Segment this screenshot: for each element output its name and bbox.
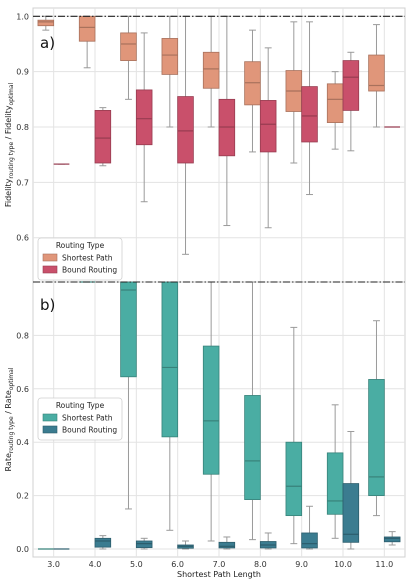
legend: Routing Type Shortest Path Bound Routing <box>37 237 123 281</box>
box-shortest-path <box>285 441 303 517</box>
legend-entry: Shortest Path <box>62 414 113 423</box>
y-axis-label-part: Rate <box>4 453 13 471</box>
box-shortest-path <box>120 281 137 378</box>
legend-entry: Bound Routing <box>62 426 117 435</box>
legend: Routing Type Shortest Path Bound Routing <box>37 397 123 441</box>
box-bound-routing <box>135 540 153 549</box>
legend-swatch <box>42 413 58 422</box>
box-shortest-path <box>244 395 261 500</box>
box-bound-routing <box>301 532 318 549</box>
y-axis-label-part: optimal <box>8 367 15 390</box>
box-shortest-path <box>161 38 179 75</box>
x-tick-label: 6.0 <box>171 560 184 569</box>
box-bound-routing <box>301 86 318 143</box>
y-axis-label-part: / Rate <box>4 390 13 416</box>
legend-swatch <box>42 265 58 274</box>
y-tick-label: 0.4 <box>16 438 29 447</box>
y-axis-label-part: routing type <box>8 416 15 453</box>
box-bound-routing <box>259 100 277 153</box>
y-tick-label: 0.6 <box>16 234 29 243</box>
x-tick-label: 11.0 <box>375 560 393 569</box>
box-shortest-path <box>202 51 220 89</box>
x-axis-label: Shortest Path Length <box>177 570 261 579</box>
box-shortest-path <box>161 281 179 438</box>
x-tick-label: 9.0 <box>295 560 308 569</box>
y-axis-label: Fidelityrouting type / Fidelityoptimal <box>4 82 15 207</box>
box-shortest-path <box>326 452 344 515</box>
legend-frame <box>37 237 123 281</box>
y-tick-label: 0.0 <box>16 545 29 554</box>
box-shortest-path <box>326 83 344 123</box>
chart-panel-fidelity: 0.6 0.7 0.8 0.9 1.0 a) Fidelityrouting type / … <box>4 7 406 283</box>
legend-title: Routing Type <box>56 241 105 250</box>
box-shortest-path <box>78 15 96 42</box>
x-tick-label: 3.0 <box>47 560 60 569</box>
y-axis-label-part: Fidelity <box>4 178 13 207</box>
box-shortest-path <box>120 32 137 61</box>
box-bound-routing <box>383 536 401 543</box>
x-tick-label: 5.0 <box>130 560 143 569</box>
box-shortest-path <box>368 54 385 92</box>
y-tick-label: 0.9 <box>16 68 29 77</box>
x-tick-label: 8.0 <box>254 560 267 569</box>
legend-frame <box>37 397 123 441</box>
y-axis-label-part: / Fidelity <box>4 105 13 142</box>
box-bound-routing <box>342 483 360 543</box>
box-bound-routing <box>218 541 236 549</box>
y-axis-label-part: routing type <box>8 142 15 179</box>
box-bound-routing <box>135 89 153 146</box>
x-tick-label: 7.0 <box>213 560 226 569</box>
y-axis-label: Raterouting type / Rateoptimal <box>4 367 15 471</box>
panel-label: a) <box>40 34 55 52</box>
legend-entry: Shortest Path <box>62 254 113 263</box>
legend-swatch <box>42 425 58 434</box>
legend-swatch <box>42 253 58 262</box>
y-tick-label: 0.8 <box>16 331 29 340</box>
box-shortest-path <box>37 19 55 27</box>
legend-title: Routing Type <box>56 401 105 410</box>
y-tick-label: 0.2 <box>16 492 29 501</box>
x-tick-label: 4.0 <box>89 560 102 569</box>
y-axis-label-part: optimal <box>8 82 15 105</box>
y-tick-label: 1.0 <box>16 12 29 21</box>
box-bound-routing <box>94 537 112 548</box>
x-tick-label: 10.0 <box>334 560 352 569</box>
y-tick-label: 0.8 <box>16 123 29 132</box>
legend-entry: Bound Routing <box>62 266 117 275</box>
box-bound-routing <box>94 110 112 164</box>
chart-panel-rate: 0.0 0.2 0.4 0.6 0.8 3.0 4.0 5.0 6.0 7.0 8.0 9.0 10.0… <box>4 281 406 579</box>
y-tick-label: 0.6 <box>16 385 29 394</box>
box-shortest-path <box>202 345 220 475</box>
box-bound-routing <box>342 60 360 111</box>
panel-label: b) <box>40 296 55 314</box>
y-tick-label: 0.7 <box>16 178 29 187</box>
box-shortest-path <box>368 379 385 496</box>
box-bound-routing <box>177 96 194 164</box>
